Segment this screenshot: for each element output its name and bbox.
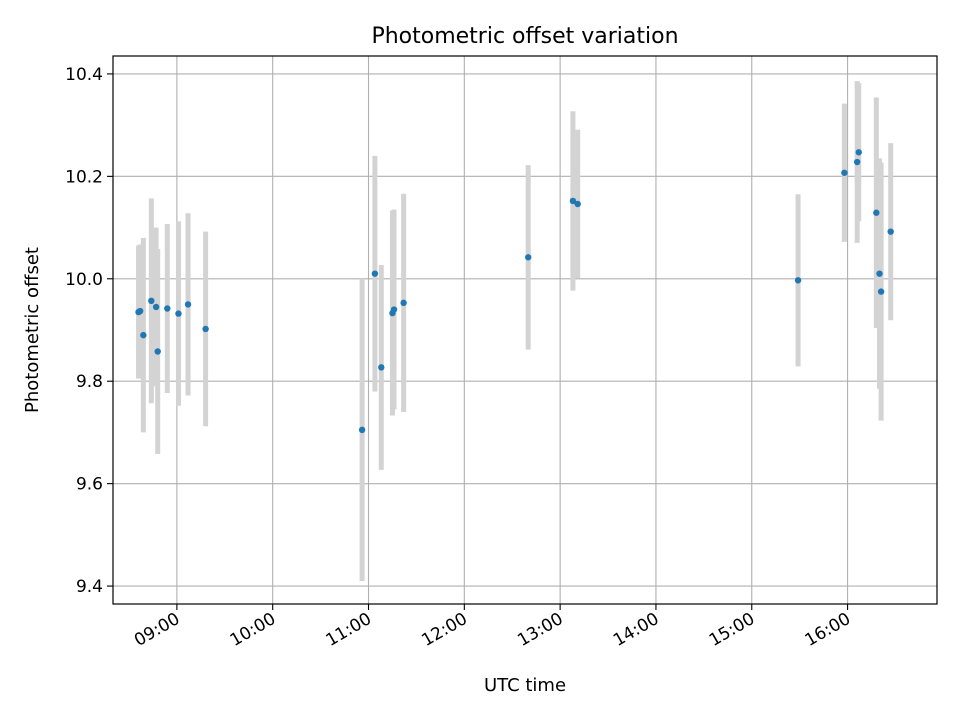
data-point (148, 297, 155, 305)
y-tick-label: 10.2 (65, 167, 103, 187)
data-points (135, 149, 894, 434)
data-point (853, 158, 861, 166)
data-point (574, 200, 581, 208)
data-point (855, 149, 862, 156)
x-tick-label: 12:00 (418, 609, 470, 651)
y-tick-label: 9.8 (76, 372, 103, 392)
error-bars (136, 81, 894, 581)
y-tick-label: 9.4 (76, 577, 103, 597)
data-point (390, 306, 398, 313)
y-axis-ticks: 9.4 9.6 9.8 10.0 10.2 10.4 (65, 65, 113, 597)
data-point (202, 325, 209, 333)
x-tick-label: 13:00 (514, 609, 566, 651)
x-tick-label: 14:00 (610, 609, 662, 651)
y-tick-label: 10.0 (65, 270, 103, 290)
x-tick-label: 16:00 (802, 609, 854, 651)
chart-title: Photometric offset variation (371, 24, 678, 49)
x-tick-label: 10:00 (227, 609, 279, 651)
plot-frame (112, 55, 938, 605)
grid-lines (113, 56, 937, 604)
data-point (569, 197, 577, 205)
data-point (873, 209, 880, 216)
data-point (164, 305, 171, 312)
data-point (152, 303, 160, 311)
data-point (378, 364, 385, 371)
data-point (841, 169, 848, 176)
data-point (877, 288, 885, 295)
data-point (524, 254, 532, 261)
data-point (358, 426, 366, 434)
data-point (400, 299, 407, 307)
data-point (136, 307, 144, 315)
y-axis-label: Photometric offset (22, 247, 43, 413)
x-tick-label: 09:00 (131, 609, 183, 651)
y-tick-label: 10.4 (65, 65, 103, 85)
y-tick-label: 9.6 (76, 475, 103, 495)
data-point (794, 277, 802, 284)
data-point (876, 270, 883, 277)
x-tick-label: 11:00 (323, 609, 375, 651)
data-point (175, 310, 182, 317)
x-axis-label: UTC time (484, 675, 566, 696)
data-point (887, 228, 894, 235)
data-point (371, 270, 379, 277)
x-axis-ticks: 09:00 10:00 11:00 12:00 13:00 14:00 15:00 16:00 (131, 604, 854, 651)
data-point (154, 348, 161, 355)
x-tick-label: 15:00 (706, 609, 758, 651)
data-point (140, 331, 147, 339)
data-point (184, 301, 192, 308)
